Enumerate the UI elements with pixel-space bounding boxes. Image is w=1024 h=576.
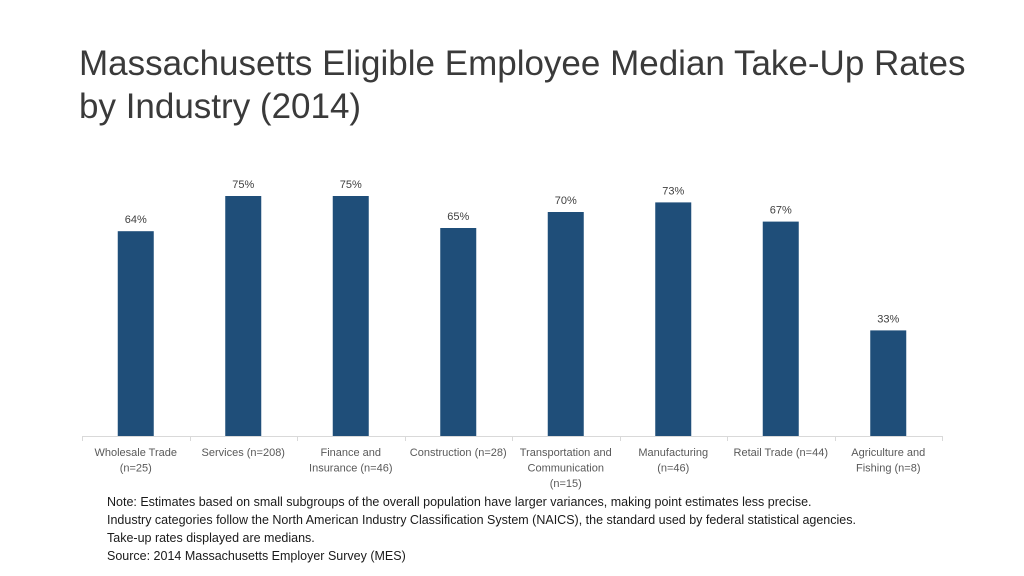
note-line: Take-up rates displayed are medians. xyxy=(107,531,315,545)
category-label-4: Construction (n=28) xyxy=(410,447,507,459)
data-label-5: 70% xyxy=(555,195,577,207)
title-line-2: by Industry (2014) xyxy=(79,87,362,126)
category-label-1: Wholesale Trade (n=25) xyxy=(94,447,177,475)
bar-6 xyxy=(655,202,692,436)
data-label-4: 65% xyxy=(447,211,469,223)
title-line-1: Massachusetts Eligible Employee Median T… xyxy=(79,44,966,83)
data-label-7: 67% xyxy=(770,205,792,217)
data-label-6: 73% xyxy=(662,185,684,197)
data-label-3: 75% xyxy=(340,179,362,191)
bar-5 xyxy=(547,212,584,436)
bar-2 xyxy=(225,196,262,436)
note-line: Source: 2014 Massachusetts Employer Surv… xyxy=(107,549,406,563)
bar-3 xyxy=(332,196,369,436)
data-label-1: 64% xyxy=(125,214,147,226)
chart-notes: Note: Estimates based on small subgroups… xyxy=(107,493,987,565)
bar-7 xyxy=(762,221,799,436)
bar-1 xyxy=(117,231,154,436)
category-label-2: Services (n=208) xyxy=(202,447,285,459)
data-label-8: 33% xyxy=(877,313,899,325)
category-label-5: Transportation and Communication (n=15) xyxy=(520,447,612,490)
note-line: Industry categories follow the North Ame… xyxy=(107,513,856,527)
category-label-6: Manufacturing (n=46) xyxy=(638,447,708,475)
category-label-8: Agriculture and Fishing (n=8) xyxy=(851,447,925,475)
bar-8 xyxy=(870,330,907,436)
bar-4 xyxy=(440,228,477,436)
page-title: Massachusetts Eligible Employee Median T… xyxy=(79,42,979,128)
note-line: Note: Estimates based on small subgroups… xyxy=(107,495,812,509)
category-label-7: Retail Trade (n=44) xyxy=(734,447,828,459)
data-label-2: 75% xyxy=(232,179,254,191)
category-label-3: Finance and Insurance (n=46) xyxy=(309,447,392,475)
